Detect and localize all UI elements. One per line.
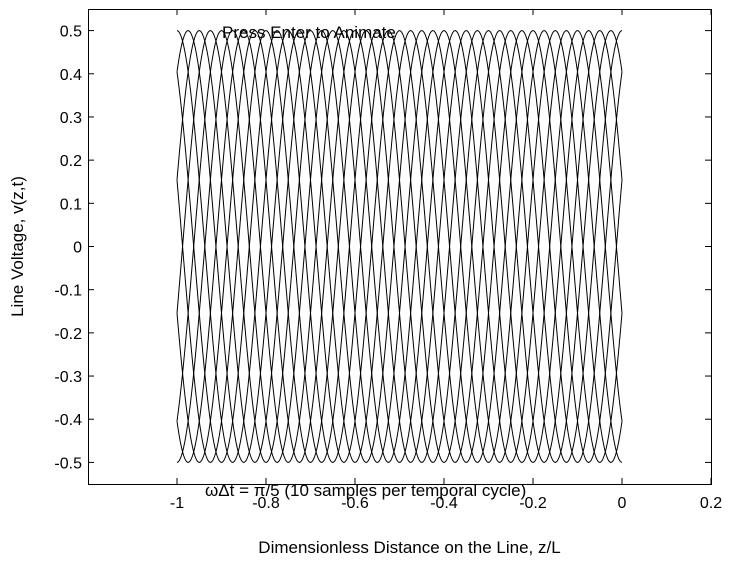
- press-enter-annotation: Press Enter to Animate: [222, 23, 396, 42]
- y-tick-label: 0.2: [60, 153, 82, 170]
- omega-delta-t-annotation: ωΔt = π/5 (10 samples per temporal cycle…: [205, 481, 526, 500]
- y-tick-labels: -0.5 -0.4 -0.3 -0.2 -0.1 0 0.1 0.2 0.3 0.4 0.5: [54, 24, 82, 473]
- y-axis-label: Line Voltage, v(z,t): [8, 176, 27, 317]
- series-line-9: [176, 30, 623, 463]
- x-axis-label: Dimensionless Distance on the Line, z/L: [258, 538, 560, 557]
- y-tick-label: -0.3: [54, 369, 82, 386]
- axis-ticks: [88, 9, 712, 484]
- y-tick-label: -0.1: [54, 283, 82, 300]
- y-tick-label: -0.5: [54, 455, 82, 472]
- series-line-8: [176, 30, 623, 463]
- y-tick-label: 0: [73, 240, 82, 257]
- y-tick-label: 0.4: [60, 67, 82, 84]
- series-line-6: [176, 30, 623, 463]
- x-tick-label: -0.8: [252, 495, 280, 512]
- y-tick-label: -0.2: [54, 326, 82, 343]
- x-tick-labels: -1 -0.8 -0.6 -0.4 -0.2 0 0.2: [170, 495, 722, 512]
- x-tick-label: -0.2: [519, 495, 547, 512]
- y-tick-label: 0.3: [60, 110, 82, 127]
- y-tick-label: 0.1: [60, 196, 82, 213]
- series-line-5: [176, 30, 623, 463]
- y-tick-label: 0.5: [60, 24, 82, 41]
- x-tick-label: -0.6: [341, 495, 369, 512]
- x-tick-label: 0.2: [700, 495, 722, 512]
- series-line-7: [176, 30, 623, 463]
- x-tick-label: -0.4: [430, 495, 458, 512]
- y-tick-label: -0.4: [54, 412, 82, 429]
- x-tick-label: -1: [170, 495, 184, 512]
- plot-area: [88, 9, 711, 484]
- series-line-0: [176, 30, 623, 463]
- x-tick-label: 0: [618, 495, 627, 512]
- waveform-curves: [176, 30, 623, 463]
